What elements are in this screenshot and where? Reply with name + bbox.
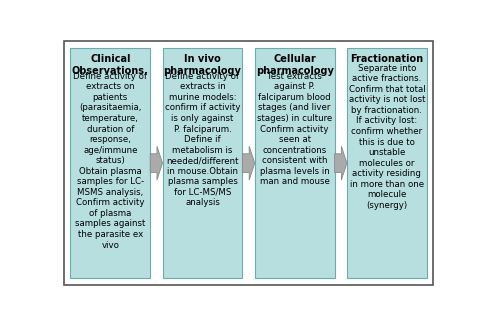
Polygon shape: [150, 146, 162, 180]
Bar: [346, 48, 426, 278]
Text: Clinical
Observations.: Clinical Observations.: [72, 54, 148, 76]
Polygon shape: [242, 146, 254, 180]
Text: Separate into
active fractions.
Confirm that total
activity is not lost
by fract: Separate into active fractions. Confirm …: [348, 64, 424, 210]
Text: Define activity of
extracts in
murine models:
confirm if activity
is only agains: Define activity of extracts in murine mo…: [165, 72, 240, 207]
Text: Fractionation: Fractionation: [349, 54, 423, 64]
Polygon shape: [334, 146, 346, 180]
Text: Define activity of
extracts on
patients
(parasitaemia,
temperature,
duration of
: Define activity of extracts on patients …: [73, 72, 147, 249]
Bar: [254, 48, 334, 278]
Text: Test extracts
against P.
falciparum blood
stages (and liver
stages) in culture
C: Test extracts against P. falciparum bloo…: [257, 72, 332, 186]
Text: Cellular
pharmacology: Cellular pharmacology: [255, 54, 333, 76]
Bar: [70, 48, 150, 278]
Bar: [162, 48, 242, 278]
Text: In vivo
pharmacology: In vivo pharmacology: [163, 54, 241, 76]
